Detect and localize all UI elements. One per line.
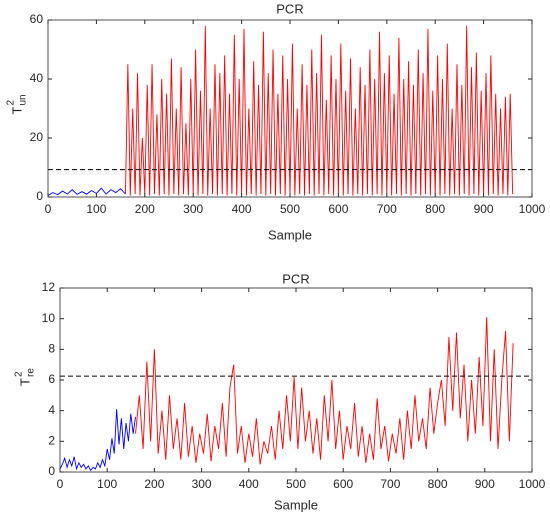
x-tick-label: 700 — [380, 477, 400, 491]
y-label-sub: re — [26, 368, 37, 377]
x-tick-label: 400 — [232, 202, 252, 216]
x-tick-label: 200 — [144, 477, 164, 491]
y-tick-label: 40 — [30, 71, 44, 85]
y-tick-label: 0 — [48, 464, 55, 478]
y-tick-label: 20 — [30, 130, 44, 144]
x-tick-label: 200 — [135, 202, 155, 216]
x-tick-label: 500 — [286, 477, 306, 491]
plot-area — [60, 288, 532, 472]
x-tick-label: 600 — [333, 477, 353, 491]
y-label-sub: un — [18, 94, 29, 105]
x-tick-label: 1000 — [519, 477, 546, 491]
x-tick-label: 800 — [428, 477, 448, 491]
y-label-base: T — [17, 378, 32, 386]
x-axis-label: Sample — [268, 227, 312, 242]
y-tick-label: 12 — [42, 280, 56, 294]
y-tick-label: 60 — [30, 12, 44, 26]
data-line — [135, 317, 514, 465]
x-axis-label: Sample — [274, 497, 318, 512]
data-line — [124, 25, 514, 196]
x-tick-label: 100 — [86, 202, 106, 216]
data-line — [59, 409, 136, 472]
x-tick-label: 300 — [192, 477, 212, 491]
x-tick-label: 0 — [45, 202, 52, 216]
subplot: 0 100 200 300 400 500 600 700 800 900 1000 0 20 40 60 P… — [6, 1, 546, 242]
y-axis-label: T2 un — [6, 94, 29, 114]
y-tick-label: 6 — [48, 372, 55, 386]
x-tick-label: 300 — [183, 202, 203, 216]
y-tick-label: 4 — [48, 403, 55, 417]
subplot: 0 100 200 300 400 500 600 700 800 900 1000 0 2 4 6 8 10 1… — [14, 271, 546, 512]
chart-title: PCR — [282, 271, 309, 286]
y-label-sup: 2 — [14, 371, 25, 377]
x-tick-label: 400 — [239, 477, 259, 491]
y-tick-label: 0 — [36, 189, 43, 203]
x-tick-label: 800 — [425, 202, 445, 216]
x-tick-label: 1000 — [519, 202, 546, 216]
data-line — [47, 187, 126, 196]
x-tick-label: 0 — [57, 477, 64, 491]
x-tick-label: 900 — [474, 202, 494, 216]
y-label-base: T — [9, 107, 24, 115]
x-tick-label: 100 — [97, 477, 117, 491]
y-tick-label: 8 — [48, 342, 55, 356]
y-tick-label: 10 — [42, 311, 56, 325]
y-label-sup: 2 — [6, 100, 17, 106]
y-axis-label: T2 re — [14, 368, 37, 386]
x-tick-label: 900 — [475, 477, 495, 491]
chart-title: PCR — [276, 1, 303, 16]
x-tick-label: 600 — [328, 202, 348, 216]
x-tick-label: 700 — [377, 202, 397, 216]
x-tick-label: 500 — [280, 202, 300, 216]
y-tick-label: 2 — [48, 434, 55, 448]
